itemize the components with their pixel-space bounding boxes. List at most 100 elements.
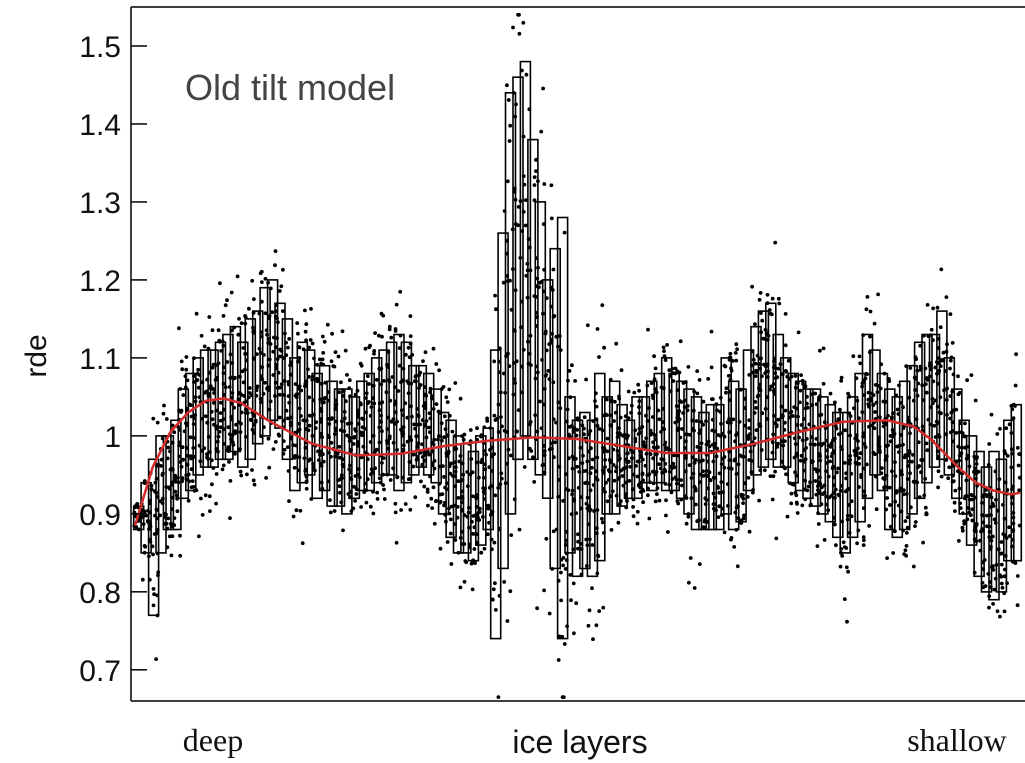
box (281, 318, 294, 461)
y-tick-label: 1.3 (79, 187, 121, 220)
data-point (330, 331, 334, 336)
data-point (567, 369, 572, 373)
data-point (963, 421, 967, 426)
data-point (442, 475, 446, 479)
data-point (419, 479, 423, 484)
box (497, 232, 509, 570)
box (400, 341, 413, 484)
data-point (861, 535, 866, 539)
data-point (941, 350, 946, 355)
box (132, 505, 145, 531)
data-point (166, 445, 171, 450)
data-point (783, 369, 788, 373)
box (787, 372, 800, 484)
box (720, 357, 733, 515)
data-point (954, 407, 959, 412)
data-point (203, 414, 208, 419)
data-point (858, 361, 863, 366)
data-point (673, 366, 678, 371)
data-point (653, 366, 658, 371)
data-point (154, 657, 159, 661)
data-point (233, 451, 237, 456)
data-point (664, 513, 668, 518)
data-point (542, 182, 547, 186)
data-point (751, 490, 755, 495)
data-point (375, 490, 379, 495)
data-point (387, 327, 392, 332)
data-point (836, 466, 840, 471)
data-point (614, 341, 619, 346)
data-point (440, 492, 445, 496)
data-point (538, 399, 542, 404)
box (779, 357, 792, 468)
data-point (200, 513, 205, 517)
data-point (179, 359, 184, 364)
y-ticks: 0.7 0.8 0.9 1 1.1 1.2 1.3 1.4 1.5 (79, 31, 147, 688)
data-point (367, 382, 371, 386)
data-point (1000, 585, 1005, 590)
data-point (296, 331, 300, 336)
data-point (174, 493, 179, 498)
box (296, 341, 309, 484)
data-point (590, 543, 595, 547)
box (824, 403, 837, 523)
data-point (569, 598, 573, 603)
data-point (470, 470, 475, 475)
data-point (336, 354, 341, 359)
data-point (770, 497, 775, 502)
data-point (442, 435, 446, 439)
data-point (774, 536, 779, 541)
data-point (214, 472, 219, 476)
data-point (434, 402, 439, 406)
data-point (328, 510, 333, 515)
data-point (746, 437, 751, 441)
box (527, 138, 539, 461)
data-point (1007, 525, 1011, 530)
data-point (957, 390, 962, 395)
box (519, 60, 532, 437)
data-point (769, 384, 774, 389)
box (831, 411, 844, 539)
data-point (471, 494, 476, 499)
box (988, 450, 1000, 601)
data-point (637, 388, 641, 393)
data-point (868, 309, 873, 314)
data-point (450, 429, 455, 434)
data-point (885, 556, 889, 560)
data-point (940, 358, 945, 362)
data-point (741, 516, 746, 521)
data-point (999, 562, 1004, 567)
data-point (957, 539, 961, 543)
data-point (838, 407, 842, 412)
data-point (747, 529, 752, 534)
data-point (493, 581, 497, 586)
data-point (438, 546, 443, 551)
data-point (218, 425, 223, 430)
data-point (278, 354, 282, 359)
box (303, 349, 316, 476)
data-point (411, 452, 416, 457)
box (571, 419, 584, 578)
data-point (393, 501, 398, 506)
data-point (612, 478, 617, 483)
data-point (382, 379, 386, 383)
box (512, 76, 524, 461)
data-point (373, 331, 377, 335)
data-point (679, 478, 683, 482)
data-point (688, 556, 693, 560)
data-point (846, 391, 850, 396)
box (393, 333, 405, 492)
data-point (653, 499, 658, 504)
data-point (286, 345, 290, 350)
data-point (236, 332, 241, 337)
data-point (359, 505, 363, 509)
data-point (605, 436, 610, 441)
data-point (855, 541, 859, 546)
data-point (295, 321, 300, 325)
box (207, 349, 219, 468)
data-point (904, 544, 909, 548)
data-point (445, 400, 450, 404)
data-point (613, 399, 617, 404)
data-point (1015, 574, 1020, 578)
data-point (379, 311, 384, 316)
